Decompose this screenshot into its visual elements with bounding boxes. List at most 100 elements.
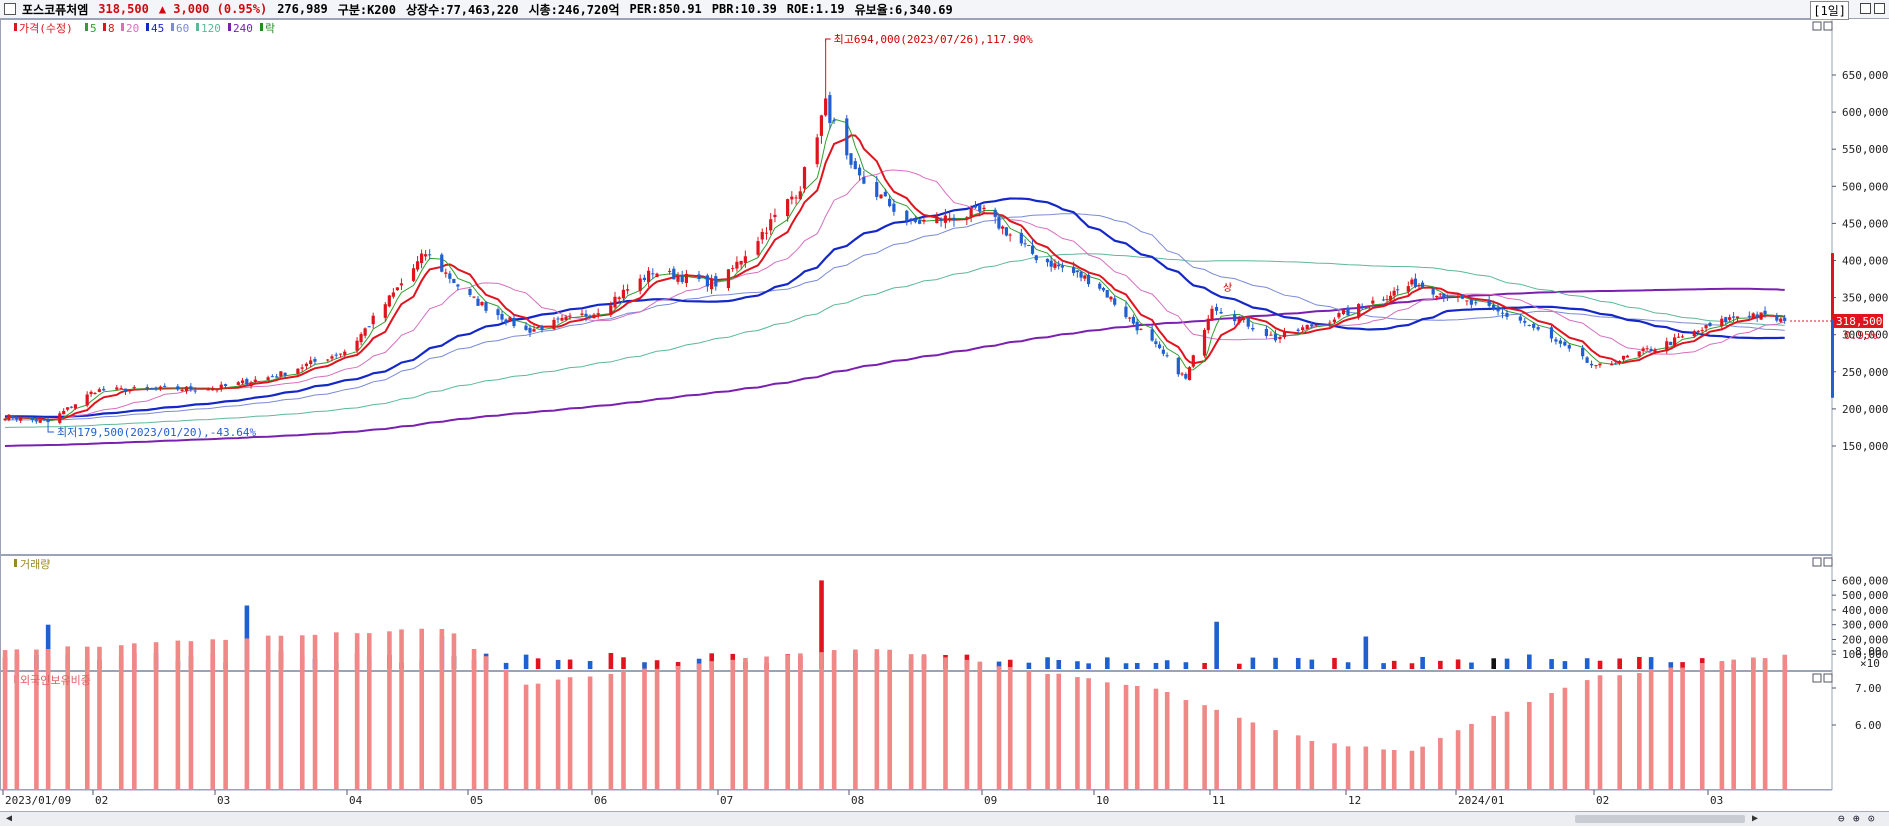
panel-close-icon[interactable] <box>1823 673 1833 683</box>
volume-bar <box>1637 656 1642 669</box>
candle-body <box>1410 279 1414 285</box>
select-checkbox[interactable] <box>4 3 16 15</box>
horizontal-scrollbar[interactable]: ◀ ▶ ⊖ ⊕ ⊙ <box>0 811 1889 826</box>
candle-body <box>296 368 300 374</box>
candle-body <box>1567 345 1571 349</box>
foreign-holding-bar <box>65 646 71 789</box>
foreign-holding-bar <box>535 683 541 789</box>
price-tick-label: 300,000 <box>1842 329 1888 342</box>
close-window-icon[interactable] <box>1874 3 1885 14</box>
price-change: ▲ 3,000 (0.95%) <box>158 2 268 16</box>
volume-bar <box>244 605 250 669</box>
candle-body <box>46 419 50 423</box>
candle-body <box>1735 316 1740 319</box>
candle-body <box>1692 331 1696 337</box>
candle-body <box>1113 298 1117 305</box>
volume-title: 거래량 <box>20 558 50 571</box>
scroll-left-icon[interactable]: ◀ <box>6 813 13 824</box>
candle-body <box>773 214 777 218</box>
candle-body <box>1581 348 1585 357</box>
foreign-holding-bar <box>1469 723 1474 789</box>
x-tick-label: 08 <box>851 794 864 807</box>
stock-info-bar: 포스코퓨처엠 318,500 ▲ 3,000 (0.95%) 276,989 구… <box>0 0 1889 20</box>
foreign-holding-bar <box>908 654 914 789</box>
foreign-holding-bar <box>1134 685 1140 789</box>
panel-close-icon[interactable] <box>1823 21 1833 31</box>
candle-body <box>338 353 343 355</box>
volume-swatch <box>14 559 17 567</box>
volume-bar <box>1504 658 1510 669</box>
candle-body <box>626 289 630 291</box>
legend-swatch <box>103 23 106 31</box>
candle-body <box>1187 367 1192 381</box>
candle-body <box>849 153 853 165</box>
foreign-holding-bar <box>45 649 51 789</box>
candle-body <box>832 120 836 122</box>
candle-body <box>115 387 119 390</box>
scroll-right-icon[interactable]: ▶ <box>1752 813 1759 824</box>
candle-body <box>1420 282 1425 288</box>
zoom-out-icon[interactable]: ⊖ <box>1838 812 1845 825</box>
candle-body <box>1030 245 1035 254</box>
volume-bar <box>1007 659 1013 669</box>
candle-body <box>1027 245 1031 247</box>
candle-body <box>395 287 399 291</box>
candle-body <box>1360 306 1364 308</box>
candle-body <box>1460 295 1465 299</box>
candle-body <box>472 296 476 298</box>
candle-body <box>300 367 304 369</box>
zoom-reset-icon[interactable]: ⊙ <box>1868 812 1875 825</box>
panel-close-icon[interactable] <box>1823 557 1833 567</box>
candle-body <box>1075 270 1079 273</box>
candle-body <box>676 276 680 282</box>
foreign-holding-bar <box>1438 737 1443 789</box>
candle-body <box>1045 258 1050 263</box>
foreign-holding-bar <box>1391 749 1397 789</box>
foreign-holding-bar <box>831 650 837 789</box>
foreign-holding-bar <box>244 638 250 789</box>
candle-body <box>993 209 997 217</box>
zoom-in-icon[interactable]: ⊕ <box>1853 812 1860 825</box>
volume-bar <box>654 660 660 669</box>
volume-tick-label: 200,000 <box>1842 633 1888 646</box>
candle-body <box>343 351 347 355</box>
scroll-thumb[interactable] <box>1575 815 1745 823</box>
restore-window-icon[interactable] <box>1860 3 1871 14</box>
ma20-line <box>4 169 1785 420</box>
candle-body <box>266 377 270 380</box>
panel-max-icon[interactable] <box>1812 557 1822 567</box>
legend-swatch <box>121 23 124 31</box>
candle-body <box>883 191 887 197</box>
volume-bar <box>1391 660 1397 669</box>
market-cap: 시총:246,720억 <box>528 2 620 17</box>
stock-name[interactable]: 포스코퓨처엠 <box>22 2 89 17</box>
foreign-holding-bar <box>265 635 271 789</box>
candle-body <box>1337 313 1341 318</box>
candle-body <box>1072 267 1076 273</box>
panel-max-icon[interactable] <box>1812 21 1822 31</box>
candle-body <box>1558 340 1562 344</box>
candle-body <box>145 386 149 389</box>
candle-body <box>1496 308 1500 312</box>
candle-body <box>411 268 416 281</box>
volume-bar <box>1527 654 1532 669</box>
foreign-holding-bar <box>312 634 318 789</box>
candle-body <box>1161 349 1165 354</box>
candle-body <box>1328 322 1332 324</box>
candle-body <box>857 167 862 176</box>
stock-chart[interactable]: 가격(수정) 5 8 20 45 60 120 240 락 650,000 600,000 550,0… <box>0 19 1889 811</box>
candle-body <box>731 268 735 270</box>
candle-body <box>680 274 684 283</box>
foreign-holding-bar <box>1597 675 1603 789</box>
candle-body <box>1346 307 1350 316</box>
legend-item: 120 <box>201 22 221 35</box>
volume-bar <box>1134 662 1140 669</box>
volume-bar <box>503 662 509 669</box>
period-selector[interactable]: [1일] <box>1810 1 1849 20</box>
panel-max-icon[interactable] <box>1812 673 1822 683</box>
foreign-holding-bar <box>587 676 593 789</box>
foreign-holding-bar <box>1345 746 1351 789</box>
candle-body <box>1594 365 1598 367</box>
volume-bar <box>1309 659 1315 669</box>
candle-body <box>978 205 982 212</box>
